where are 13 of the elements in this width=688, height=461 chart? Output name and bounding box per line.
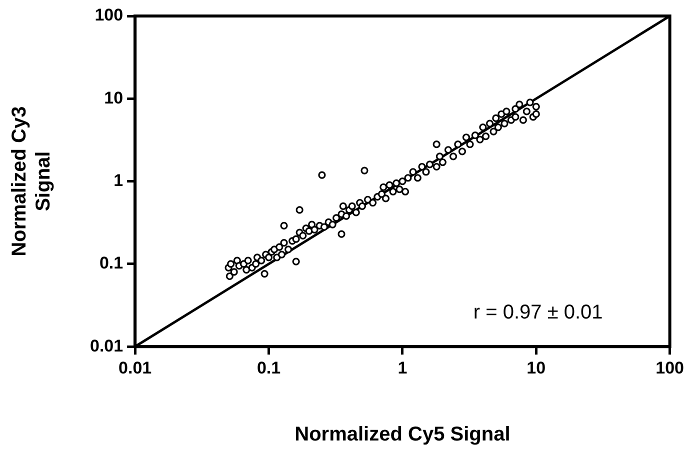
x-axis-title: Normalized Cy5 Signal xyxy=(294,424,510,446)
x-tick-label: 0.01 xyxy=(118,358,152,378)
x-tick-label: 100 xyxy=(656,358,684,378)
x-tick-label: 0.1 xyxy=(256,358,281,378)
y-tick-label: 10 xyxy=(104,88,124,108)
y-axis-title: Normalized Cy3 Signal xyxy=(8,106,55,256)
y-tick-label: 100 xyxy=(94,6,124,25)
x-tick-label: 10 xyxy=(526,358,546,378)
y-tick-label: 0.01 xyxy=(90,336,124,356)
y-tick-label: 0.1 xyxy=(99,254,124,273)
y-tick-label: 1 xyxy=(114,170,124,190)
annotation: r = 0.97 ± 0.01 xyxy=(473,302,603,324)
x-tick-label: 1 xyxy=(398,358,408,378)
